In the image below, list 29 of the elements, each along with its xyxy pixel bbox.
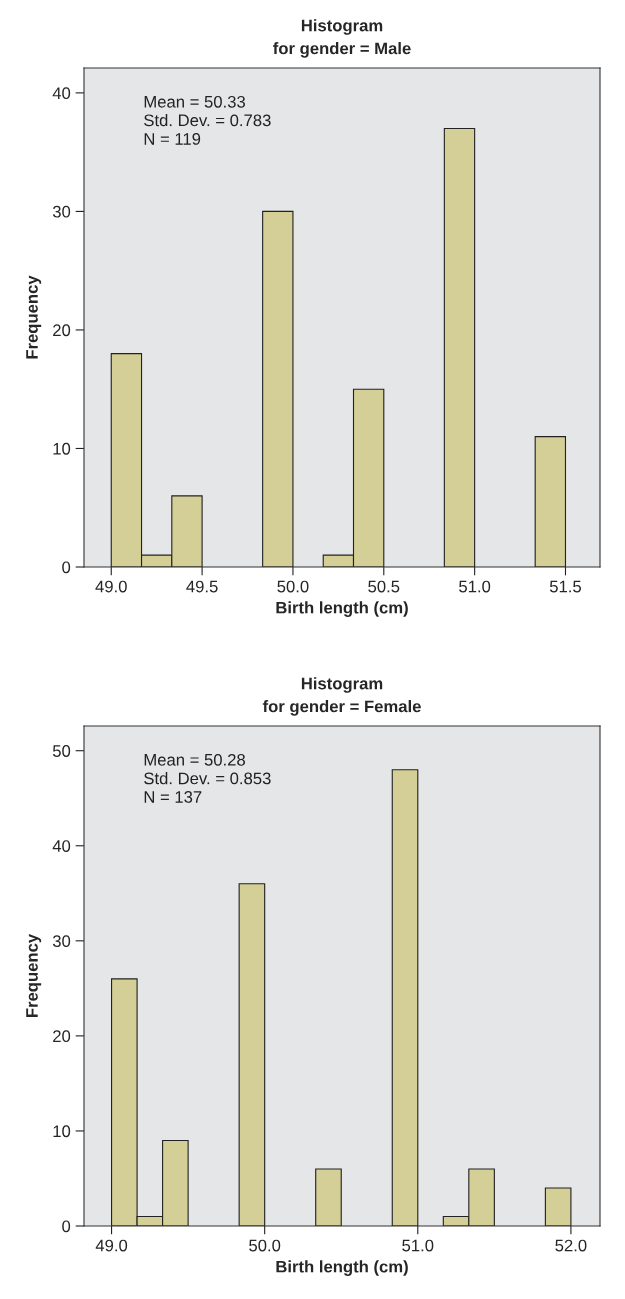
annotation: Mean = 50.28 Std. Dev. = 0.853 N = 137 [144, 753, 271, 803]
x-axis-title: Birth length (cm) [276, 1260, 408, 1276]
x-tick-label: 52.0 [555, 1239, 587, 1252]
x-tick-label: 50.0 [277, 580, 309, 593]
y-tick-label: 40 [52, 840, 71, 852]
y-tick-label: 50 [52, 745, 71, 757]
y-tick-label: 30 [52, 935, 71, 948]
y-tick-label: 10 [53, 442, 71, 455]
x-tick-label: 49.0 [95, 1239, 128, 1252]
y-tick-label: 30 [52, 205, 71, 218]
y-tick-label: 0 [62, 1220, 71, 1233]
x-tick-label: 50.0 [249, 1239, 281, 1252]
y-tick-label: 0 [62, 561, 71, 574]
x-tick-label: 51.0 [459, 580, 491, 593]
x-axis-title: Birth length (cm) [276, 601, 408, 617]
x-tick-label: 49.0 [95, 580, 127, 593]
chart-title: Histogram for gender = Male [273, 19, 411, 58]
x-tick-label: 50.5 [368, 580, 400, 593]
annotation: Mean = 50.33 Std. Dev. = 0.783 N = 119 [144, 95, 271, 145]
x-tick-label: 51.0 [402, 1239, 434, 1252]
x-tick-label: 49.5 [186, 580, 218, 593]
y-tick-label: 20 [53, 1030, 71, 1043]
y-axis-title: Frequency [26, 933, 42, 1018]
y-axis-title: Frequency [26, 275, 42, 359]
y-tick-label: 10 [53, 1125, 71, 1138]
chart-title: Histogram for gender = Female [262, 677, 421, 716]
y-tick-label: 40 [52, 87, 71, 100]
x-tick-label: 51.5 [549, 580, 581, 593]
y-tick-label: 20 [53, 324, 71, 337]
